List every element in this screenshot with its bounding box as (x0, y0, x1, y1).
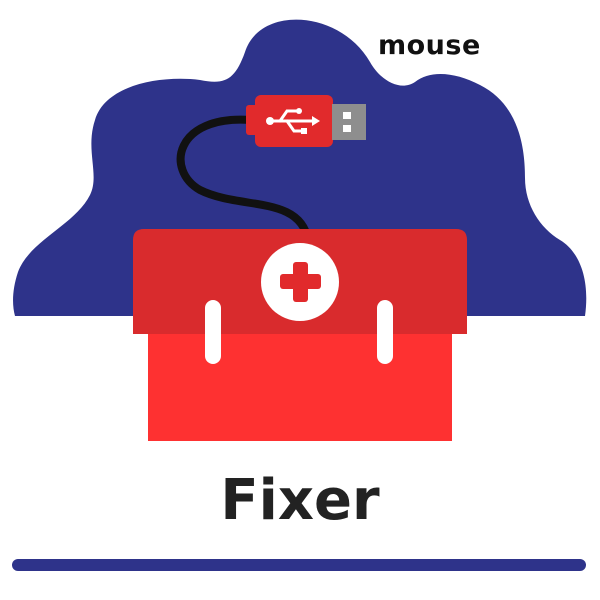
page-title: Fixer (220, 468, 380, 533)
fixer-illustration (13, 19, 587, 441)
usb-cable-icon (176, 115, 312, 244)
medical-cross-icon (261, 243, 339, 321)
toolbox-icon (133, 229, 467, 441)
usb-plug-icon (246, 95, 366, 147)
usb-symbol-icon (266, 108, 320, 134)
mouse-label: mouse (378, 30, 481, 61)
title-underline (12, 559, 586, 571)
